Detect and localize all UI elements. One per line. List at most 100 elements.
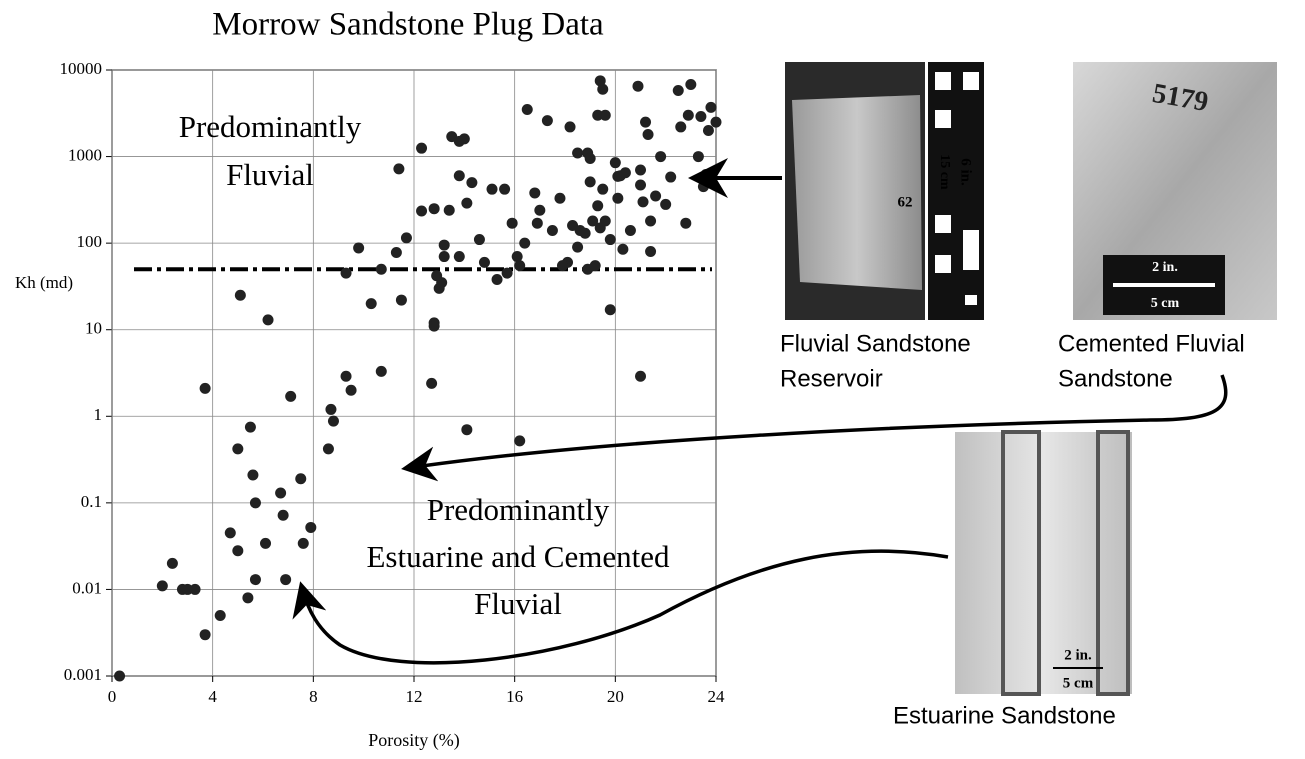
data-point: [556, 260, 568, 272]
data-point: [438, 239, 450, 251]
data-point: [642, 128, 654, 140]
data-point: [249, 497, 261, 509]
data-point: [426, 377, 438, 389]
data-point: [305, 521, 317, 533]
data-point: [375, 263, 387, 275]
data-point: [584, 152, 596, 164]
photo-tube: [1096, 430, 1130, 696]
data-point: [491, 274, 503, 286]
y-tick-label: 1000: [68, 145, 102, 164]
y-tick-label: 0.01: [72, 578, 102, 597]
data-point: [599, 109, 611, 121]
data-point: [400, 232, 412, 244]
data-point: [534, 204, 546, 216]
x-tick-label: 0: [108, 687, 117, 706]
data-point: [697, 181, 709, 193]
data-point: [390, 246, 402, 258]
data-point: [660, 198, 672, 210]
data-point: [592, 109, 604, 121]
photo-label: 5 cm: [1063, 675, 1094, 691]
x-tick-label: 20: [607, 687, 624, 706]
data-point: [262, 314, 274, 326]
data-point: [635, 164, 646, 176]
photo-rock: [792, 95, 922, 290]
data-point: [655, 151, 667, 163]
data-point: [589, 260, 601, 272]
data-point: [249, 574, 261, 586]
data-point: [242, 592, 254, 604]
data-point: [166, 557, 178, 569]
data-point: [635, 179, 646, 191]
data-point: [156, 580, 168, 592]
data-point: [214, 609, 226, 621]
data-point: [574, 224, 586, 236]
data-point: [340, 267, 352, 279]
data-point: [232, 545, 244, 557]
data-point: [511, 251, 523, 263]
data-point: [604, 234, 616, 246]
data-point: [597, 83, 609, 95]
data-point: [280, 574, 292, 586]
data-point: [692, 151, 704, 163]
data-point: [325, 403, 337, 415]
arrow: [292, 549, 949, 665]
data-point: [587, 215, 599, 227]
photo-tube: [1001, 430, 1041, 696]
y-tick-label: 0.001: [64, 665, 102, 684]
data-point: [597, 183, 609, 195]
data-point: [702, 125, 714, 137]
data-point: [461, 424, 473, 436]
data-point: [499, 183, 511, 195]
data-point: [443, 204, 455, 216]
data-point: [609, 157, 621, 169]
data-point: [416, 205, 428, 217]
data-point: [234, 289, 246, 301]
data-point: [514, 435, 526, 447]
annotation: Estuarine and Cemented: [366, 539, 670, 574]
data-point: [473, 234, 485, 246]
data-point: [531, 217, 543, 229]
data-point: [275, 487, 287, 499]
data-point: [340, 370, 352, 382]
data-point: [260, 537, 272, 549]
data-point: [416, 142, 428, 154]
data-point: [365, 298, 377, 310]
data-point: [612, 192, 624, 204]
data-point: [285, 390, 297, 402]
data-point: [645, 215, 657, 227]
data-point: [353, 242, 365, 254]
data-point: [453, 170, 465, 182]
data-point: [395, 294, 407, 306]
data-point: [632, 80, 644, 92]
data-point: [327, 415, 339, 427]
data-point: [519, 237, 531, 249]
data-point: [486, 183, 498, 195]
data-point: [645, 246, 657, 258]
arrow: [401, 374, 1228, 482]
x-tick-label: 8: [309, 687, 318, 706]
photo-label: 62: [898, 194, 913, 210]
data-point: [224, 527, 236, 539]
data-point: [182, 583, 193, 595]
data-point: [592, 200, 604, 212]
x-axis-label: Porosity (%): [368, 730, 460, 751]
data-point: [675, 121, 687, 133]
data-point: [114, 670, 126, 682]
data-point: [199, 382, 211, 394]
photo-label: 5 cm: [1151, 296, 1180, 311]
data-point: [393, 163, 405, 175]
photo-label: 2 in.: [1152, 260, 1178, 275]
data-point: [438, 251, 450, 263]
x-tick-label: 4: [208, 687, 217, 706]
data-point: [637, 196, 649, 208]
data-point: [244, 421, 256, 433]
data-point: [685, 78, 697, 90]
photo-scale: [928, 62, 984, 320]
data-point: [572, 241, 584, 253]
x-tick-label: 12: [406, 687, 423, 706]
photo-label: 6 in.: [958, 158, 974, 186]
data-point: [617, 243, 629, 255]
data-point: [640, 116, 652, 128]
scale-bar: [1113, 283, 1215, 287]
data-point: [297, 537, 309, 549]
